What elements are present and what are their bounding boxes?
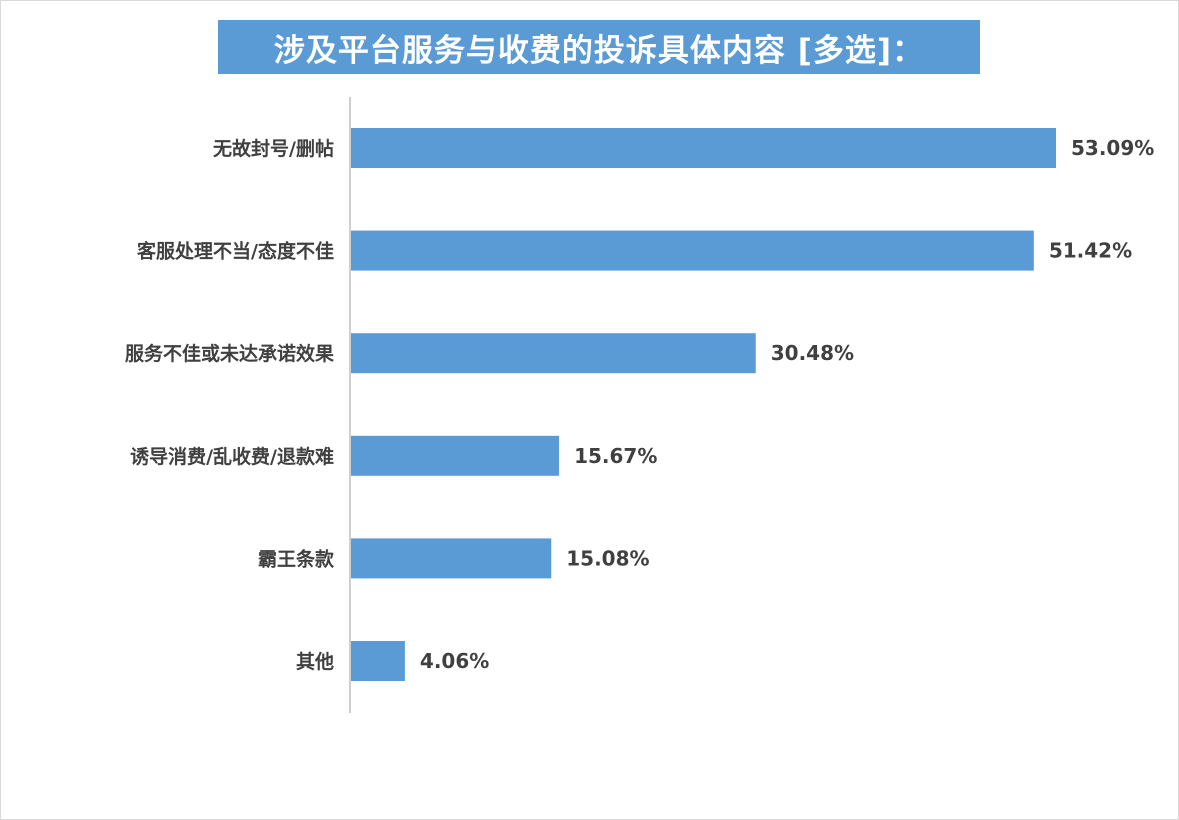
value-label: 15.08% [566,546,649,570]
value-label: 30.48% [771,341,854,365]
category-label: 诱导消费/乱收费/退款难 [130,445,334,468]
bar [351,230,1034,271]
bar [351,333,756,374]
bar [351,641,405,681]
value-label: 15.67% [574,444,657,468]
bar [351,538,552,579]
chart-title-banner: 涉及平台服务与收费的投诉具体内容 [多选]： [218,20,980,74]
value-label: 4.06% [420,649,489,673]
bar [351,435,560,476]
value-label: 53.09% [1071,136,1154,160]
bar [351,128,1056,168]
chart-title: 涉及平台服务与收费的投诉具体内容 [多选]： [273,32,925,69]
category-label: 客服处理不当/态度不佳 [137,240,334,263]
category-label: 无故封号/删帖 [213,137,334,160]
value-label: 51.42% [1049,239,1132,263]
category-label: 霸王条款 [258,547,335,570]
category-label: 服务不佳或未达承诺效果 [125,342,334,365]
category-label: 其他 [296,650,334,673]
